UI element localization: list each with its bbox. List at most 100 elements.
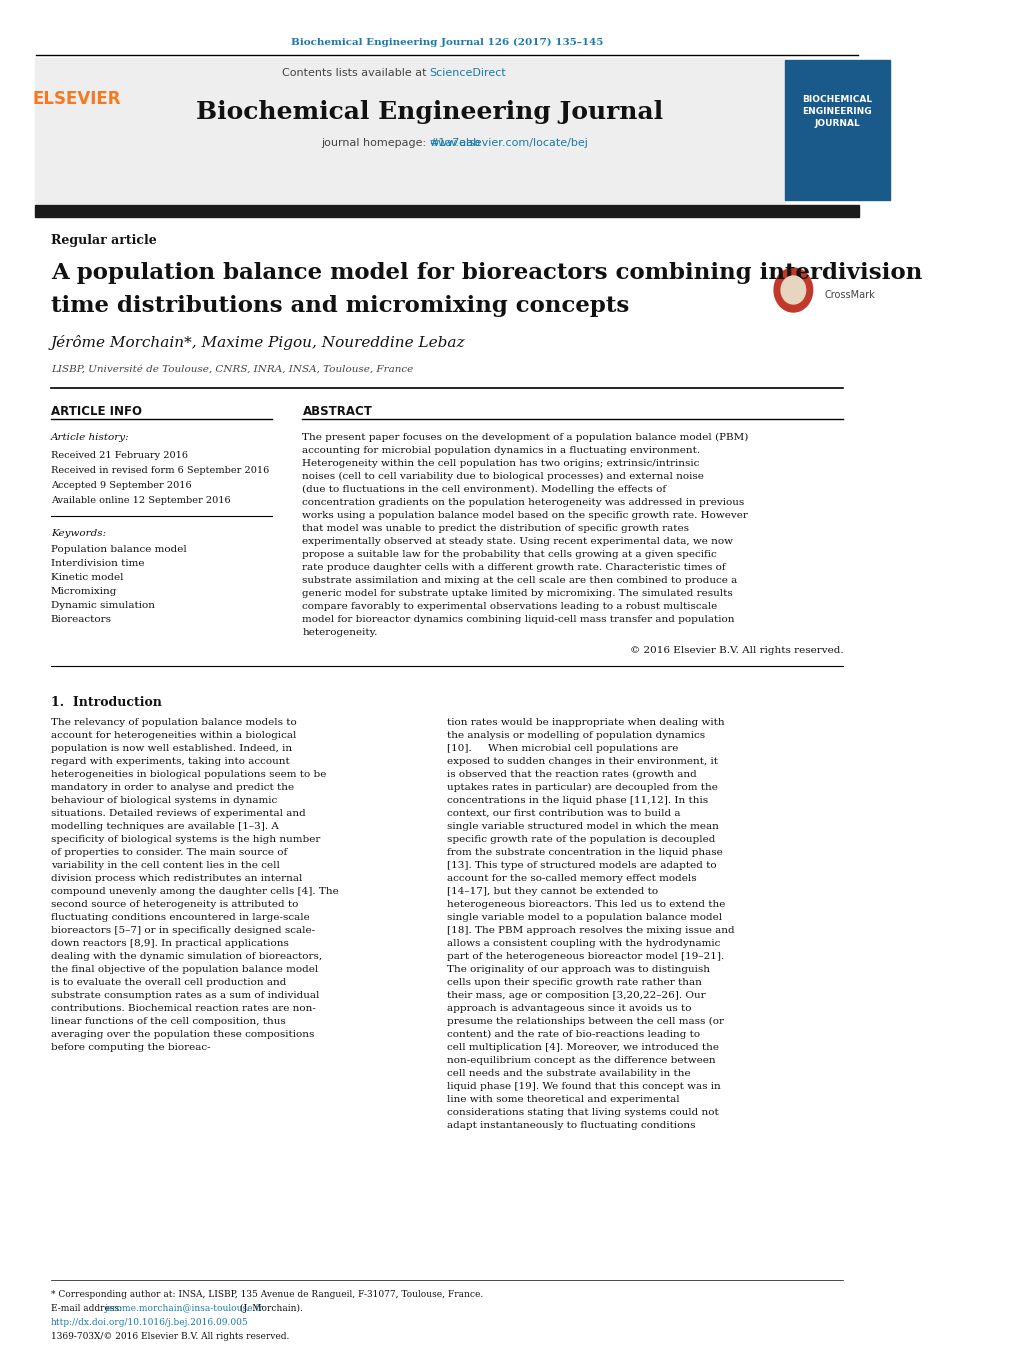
Text: liquid phase [19]. We found that this concept was in: liquid phase [19]. We found that this co… (446, 1082, 720, 1092)
Text: compare favorably to experimental observations leading to a robust multiscale: compare favorably to experimental observ… (303, 603, 717, 611)
Text: regard with experiments, taking into account: regard with experiments, taking into acc… (51, 757, 289, 766)
Text: [14–17], but they cannot be extended to: [14–17], but they cannot be extended to (446, 888, 657, 896)
Text: concentrations in the liquid phase [11,12]. In this: concentrations in the liquid phase [11,1… (446, 796, 707, 805)
Text: is to evaluate the overall cell production and: is to evaluate the overall cell producti… (51, 978, 286, 988)
Circle shape (781, 276, 805, 304)
Text: population is now well established. Indeed, in: population is now well established. Inde… (51, 744, 291, 753)
Text: heterogeneous bioreactors. This led us to extend the: heterogeneous bioreactors. This led us t… (446, 900, 725, 909)
Text: fluctuating conditions encountered in large-scale: fluctuating conditions encountered in la… (51, 913, 310, 921)
Text: Regular article: Regular article (51, 234, 157, 247)
Text: Available online 12 September 2016: Available online 12 September 2016 (51, 496, 230, 505)
Text: contributions. Biochemical reaction rates are non-: contributions. Biochemical reaction rate… (51, 1004, 316, 1013)
Text: cells upon their specific growth rate rather than: cells upon their specific growth rate ra… (446, 978, 701, 988)
Text: works using a population balance model based on the specific growth rate. Howeve: works using a population balance model b… (303, 511, 748, 520)
Text: content) and the rate of bio-reactions leading to: content) and the rate of bio-reactions l… (446, 1029, 699, 1039)
Text: single variable model to a population balance model: single variable model to a population ba… (446, 913, 721, 921)
Text: #1a7aab: #1a7aab (429, 138, 480, 149)
Text: BIOCHEMICAL
ENGINEERING
JOURNAL: BIOCHEMICAL ENGINEERING JOURNAL (801, 95, 871, 127)
Text: Micromixing: Micromixing (51, 586, 117, 596)
Text: division process which redistributes an internal: division process which redistributes an … (51, 874, 302, 884)
Text: Accepted 9 September 2016: Accepted 9 September 2016 (51, 481, 192, 490)
Text: propose a suitable law for the probability that cells growing at a given specifi: propose a suitable law for the probabili… (303, 550, 716, 559)
Text: specificity of biological systems is the high number: specificity of biological systems is the… (51, 835, 320, 844)
Text: generic model for substrate uptake limited by micromixing. The simulated results: generic model for substrate uptake limit… (303, 589, 733, 598)
Text: (due to fluctuations in the cell environment). Modelling the effects of: (due to fluctuations in the cell environ… (303, 485, 665, 494)
Text: (J. Morchain).: (J. Morchain). (236, 1304, 303, 1313)
Text: Received 21 February 2016: Received 21 February 2016 (51, 451, 187, 459)
Text: Biochemical Engineering Journal 126 (2017) 135–145: Biochemical Engineering Journal 126 (201… (290, 38, 602, 47)
Text: journal homepage:: journal homepage: (321, 138, 429, 149)
Text: heterogeneity.: heterogeneity. (303, 628, 377, 638)
Text: the analysis or modelling of population dynamics: the analysis or modelling of population … (446, 731, 704, 740)
Text: http://dx.doi.org/10.1016/j.bej.2016.09.005: http://dx.doi.org/10.1016/j.bej.2016.09.… (51, 1319, 249, 1327)
Text: exposed to sudden changes in their environment, it: exposed to sudden changes in their envir… (446, 757, 717, 766)
Text: The relevancy of population balance models to: The relevancy of population balance mode… (51, 717, 297, 727)
Text: of properties to consider. The main source of: of properties to consider. The main sour… (51, 848, 286, 857)
Text: jerome.morchain@insa-toulouse.fr: jerome.morchain@insa-toulouse.fr (105, 1304, 264, 1313)
Text: noises (cell to cell variability due to biological processes) and external noise: noises (cell to cell variability due to … (303, 471, 704, 481)
Text: adapt instantaneously to fluctuating conditions: adapt instantaneously to fluctuating con… (446, 1121, 695, 1129)
Text: Article history:: Article history: (51, 434, 129, 442)
Bar (784, 59, 889, 200)
Text: Received in revised form 6 September 2016: Received in revised form 6 September 201… (51, 466, 269, 476)
Text: [18]. The PBM approach resolves the mixing issue and: [18]. The PBM approach resolves the mixi… (446, 925, 734, 935)
Bar (35, 205, 858, 218)
Text: bioreactors [5–7] or in specifically designed scale-: bioreactors [5–7] or in specifically des… (51, 925, 315, 935)
Text: [13]. This type of structured models are adapted to: [13]. This type of structured models are… (446, 861, 716, 870)
Text: ABSTRACT: ABSTRACT (303, 405, 372, 417)
Text: Biochemical Engineering Journal: Biochemical Engineering Journal (196, 100, 662, 124)
Text: non-equilibrium concept as the difference between: non-equilibrium concept as the differenc… (446, 1056, 715, 1065)
Text: ARTICLE INFO: ARTICLE INFO (51, 405, 142, 417)
Text: Population balance model: Population balance model (51, 544, 186, 554)
Text: account for heterogeneities within a biological: account for heterogeneities within a bio… (51, 731, 296, 740)
Text: that model was unable to predict the distribution of specific growth rates: that model was unable to predict the dis… (303, 524, 689, 534)
Text: cell multiplication [4]. Moreover, we introduced the: cell multiplication [4]. Moreover, we in… (446, 1043, 718, 1052)
Text: variability in the cell content lies in the cell: variability in the cell content lies in … (51, 861, 279, 870)
Text: 1369-703X/© 2016 Elsevier B.V. All rights reserved.: 1369-703X/© 2016 Elsevier B.V. All right… (51, 1332, 289, 1342)
Text: The originality of our approach was to distinguish: The originality of our approach was to d… (446, 965, 709, 974)
Text: the final objective of the population balance model: the final objective of the population ba… (51, 965, 318, 974)
Text: accounting for microbial population dynamics in a fluctuating environment.: accounting for microbial population dyna… (303, 446, 700, 455)
Text: Bioreactors: Bioreactors (51, 615, 112, 624)
Text: behaviour of biological systems in dynamic: behaviour of biological systems in dynam… (51, 796, 277, 805)
Text: heterogeneities in biological populations seem to be: heterogeneities in biological population… (51, 770, 326, 780)
Text: Interdivision time: Interdivision time (51, 559, 145, 567)
Text: mandatory in order to analyse and predict the: mandatory in order to analyse and predic… (51, 784, 293, 792)
Text: cell needs and the substrate availability in the: cell needs and the substrate availabilit… (446, 1069, 690, 1078)
Text: down reactors [8,9]. In practical applications: down reactors [8,9]. In practical applic… (51, 939, 288, 948)
Text: approach is advantageous since it avoids us to: approach is advantageous since it avoids… (446, 1004, 691, 1013)
Text: * Corresponding author at: INSA, LISBP, 135 Avenue de Rangueil, F-31077, Toulous: * Corresponding author at: INSA, LISBP, … (51, 1290, 483, 1300)
Text: tion rates would be inappropriate when dealing with: tion rates would be inappropriate when d… (446, 717, 725, 727)
Text: allows a consistent coupling with the hydrodynamic: allows a consistent coupling with the hy… (446, 939, 719, 948)
Text: specific growth rate of the population is decoupled: specific growth rate of the population i… (446, 835, 714, 844)
Text: from the substrate concentration in the liquid phase: from the substrate concentration in the … (446, 848, 722, 857)
Text: compound unevenly among the daughter cells [4]. The: compound unevenly among the daughter cel… (51, 888, 338, 896)
Text: LISBP, Université de Toulouse, CNRS, INRA, INSA, Toulouse, France: LISBP, Université de Toulouse, CNRS, INR… (51, 365, 413, 374)
Text: context, our first contribution was to build a: context, our first contribution was to b… (446, 809, 680, 817)
Text: © 2016 Elsevier B.V. All rights reserved.: © 2016 Elsevier B.V. All rights reserved… (629, 646, 843, 655)
Text: rate produce daughter cells with a different growth rate. Characteristic times o: rate produce daughter cells with a diffe… (303, 563, 726, 571)
Text: is observed that the reaction rates (growth and: is observed that the reaction rates (gro… (446, 770, 696, 780)
Text: www.elsevier.com/locate/bej: www.elsevier.com/locate/bej (429, 138, 588, 149)
Text: ScienceDirect: ScienceDirect (429, 68, 505, 78)
Bar (35, 58, 784, 203)
Text: before computing the bioreac-: before computing the bioreac- (51, 1043, 210, 1052)
Text: Heterogeneity within the cell population has two origins; extrinsic/intrinsic: Heterogeneity within the cell population… (303, 459, 699, 467)
Text: Jérôme Morchain*, Maxime Pigou, Noureddine Lebaz: Jérôme Morchain*, Maxime Pigou, Noureddi… (51, 335, 465, 350)
Text: presume the relationships between the cell mass (or: presume the relationships between the ce… (446, 1017, 723, 1027)
Text: considerations stating that living systems could not: considerations stating that living syste… (446, 1108, 718, 1117)
Text: Dynamic simulation: Dynamic simulation (51, 601, 155, 611)
Circle shape (773, 267, 812, 312)
Text: linear functions of the cell composition, thus: linear functions of the cell composition… (51, 1017, 285, 1025)
Text: second source of heterogeneity is attributed to: second source of heterogeneity is attrib… (51, 900, 298, 909)
Text: line with some theoretical and experimental: line with some theoretical and experimen… (446, 1096, 679, 1104)
Text: concentration gradients on the population heterogeneity was addressed in previou: concentration gradients on the populatio… (303, 499, 744, 507)
Text: dealing with the dynamic simulation of bioreactors,: dealing with the dynamic simulation of b… (51, 952, 322, 961)
Text: averaging over the population these compositions: averaging over the population these comp… (51, 1029, 314, 1039)
Text: account for the so-called memory effect models: account for the so-called memory effect … (446, 874, 696, 884)
Text: single variable structured model in which the mean: single variable structured model in whic… (446, 821, 718, 831)
Text: substrate assimilation and mixing at the cell scale are then combined to produce: substrate assimilation and mixing at the… (303, 576, 737, 585)
Text: their mass, age or composition [3,20,22–26]. Our: their mass, age or composition [3,20,22–… (446, 992, 705, 1000)
Text: ELSEVIER: ELSEVIER (33, 91, 121, 108)
Text: uptakes rates in particular) are decoupled from the: uptakes rates in particular) are decoupl… (446, 784, 717, 792)
